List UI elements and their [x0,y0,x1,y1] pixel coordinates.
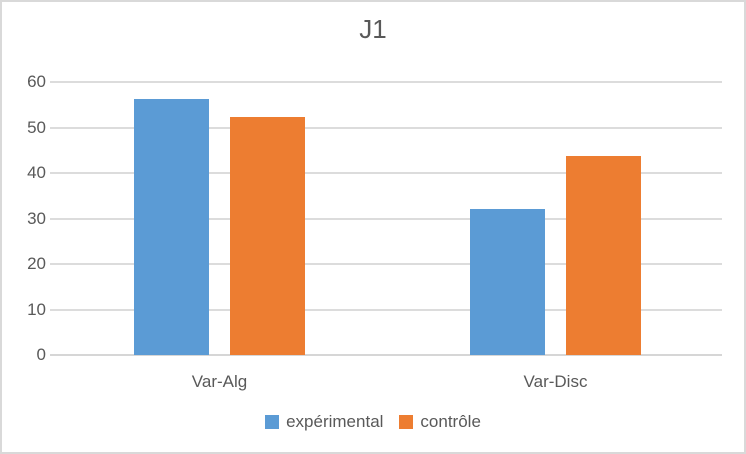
y-axis-tick-label: 30 [27,208,46,228]
legend-label: expérimental [286,412,384,431]
gridline [50,81,722,83]
y-axis-tick-label: 0 [36,345,46,364]
bar-expérimental-Var-Disc[interactable] [469,209,545,355]
legend: expérimental contrôle [2,412,744,432]
x-axis-category-label: Var-Alg [191,372,248,391]
gridline [50,172,722,174]
y-axis-tick-label: 40 [27,163,46,182]
y-axis-tick-label: 60 [27,72,46,91]
legend-item[interactable]: contrôle [399,412,481,432]
y-axis-tick-label: 10 [27,299,46,319]
y-axis-tick-label: 50 [27,117,46,137]
gridline [50,126,722,129]
bar-contrôle-Var-Disc[interactable] [566,156,642,355]
legend-swatch-icon [265,415,280,429]
gridline [50,263,722,265]
bar-expérimental-Var-Alg[interactable] [133,98,209,355]
x-axis-category-label: Var-Disc [523,372,588,391]
gridline [50,308,722,311]
x-axis-line [50,354,722,356]
legend-item[interactable]: expérimental [265,412,383,432]
legend-label: contrôle [420,412,481,431]
bar-contrôle-Var-Alg[interactable] [230,116,306,355]
legend-swatch-icon [399,415,414,429]
y-axis-tick-label: 20 [27,254,46,273]
chart-title: J1 [359,14,387,44]
gridline [50,217,722,220]
